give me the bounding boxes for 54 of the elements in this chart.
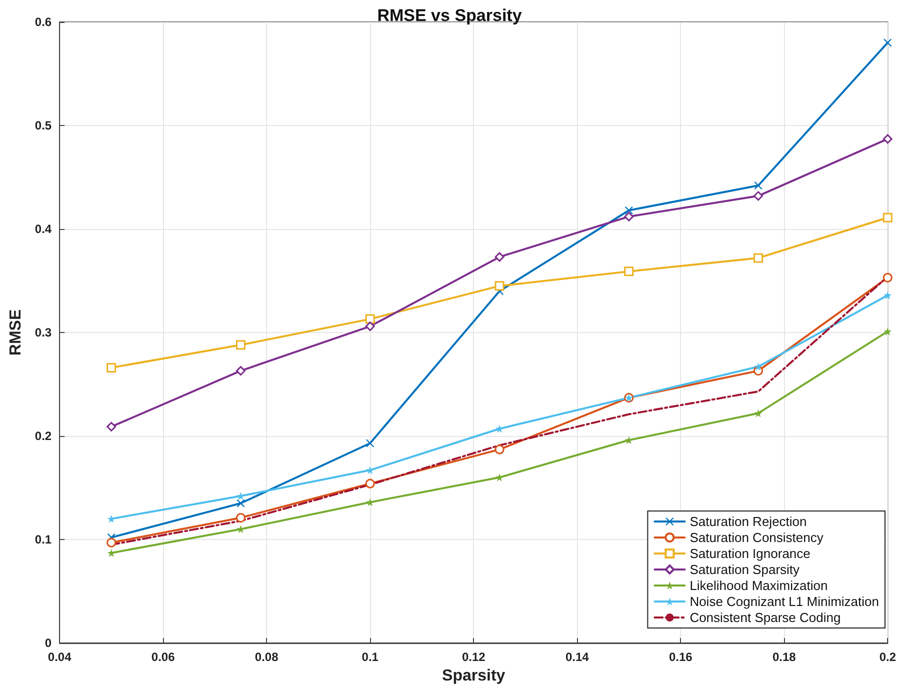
point: [884, 38, 892, 47]
point: [882, 272, 892, 282]
point: [754, 253, 764, 263]
y-tick-label: 0.2: [34, 429, 52, 443]
point: [366, 439, 374, 448]
point: [106, 538, 116, 548]
y-tick-label: 0.4: [34, 222, 52, 236]
x-tick-label: 0.1: [362, 650, 379, 664]
point: [494, 252, 504, 262]
legend-label: Consistent Sparse Coding: [690, 610, 841, 625]
point: [624, 212, 634, 222]
y-tick-label: 0.1: [34, 532, 52, 546]
point: [494, 281, 504, 291]
x-axis-title: Sparsity: [442, 667, 506, 684]
point: [754, 362, 762, 371]
x-tick-label: 0.2: [879, 650, 896, 664]
point: [236, 340, 246, 350]
y-axis-title: RMSE: [8, 309, 24, 356]
point: [494, 444, 504, 454]
point: [882, 134, 892, 144]
x-tick-label: 0.08: [254, 650, 279, 664]
legend-label: Noise Cognizant L1 Minimization: [690, 594, 879, 609]
chart-title: RMSE vs Sparsity: [377, 6, 522, 25]
point: [106, 362, 116, 372]
y-tick-label: 0.6: [34, 15, 52, 29]
point: [884, 291, 892, 300]
x-tick-label: 0.18: [772, 650, 796, 664]
x-tick-label: 0.16: [668, 650, 693, 664]
x-tick-label: 0.04: [48, 650, 72, 664]
x-tick-label: 0.06: [151, 650, 176, 664]
y-tick-label: 0.5: [34, 118, 52, 132]
point: [365, 322, 375, 332]
point: [882, 212, 892, 222]
point: [365, 314, 375, 324]
point: [754, 191, 764, 201]
point: [365, 478, 375, 488]
legend-label: Saturation Sparsity: [690, 562, 800, 577]
point: [624, 266, 634, 276]
legend-label: Saturation Rejection: [690, 514, 807, 529]
x-tick-label: 0.12: [462, 650, 486, 664]
legend-label: Saturation Consistency: [690, 530, 824, 545]
point: [106, 422, 116, 432]
y-tick-label: 0: [44, 636, 52, 650]
legend-label: Saturation Ignorance: [690, 546, 810, 561]
point: [754, 409, 762, 418]
point: [236, 366, 246, 376]
point: [754, 182, 762, 190]
point: [236, 499, 245, 508]
point: [236, 513, 246, 523]
legend-label: Likelihood Maximization: [690, 578, 828, 593]
x-tick-label: 0.14: [565, 650, 590, 664]
point: [624, 206, 633, 214]
y-tick-label: 0.3: [34, 326, 52, 340]
point: [884, 327, 892, 336]
